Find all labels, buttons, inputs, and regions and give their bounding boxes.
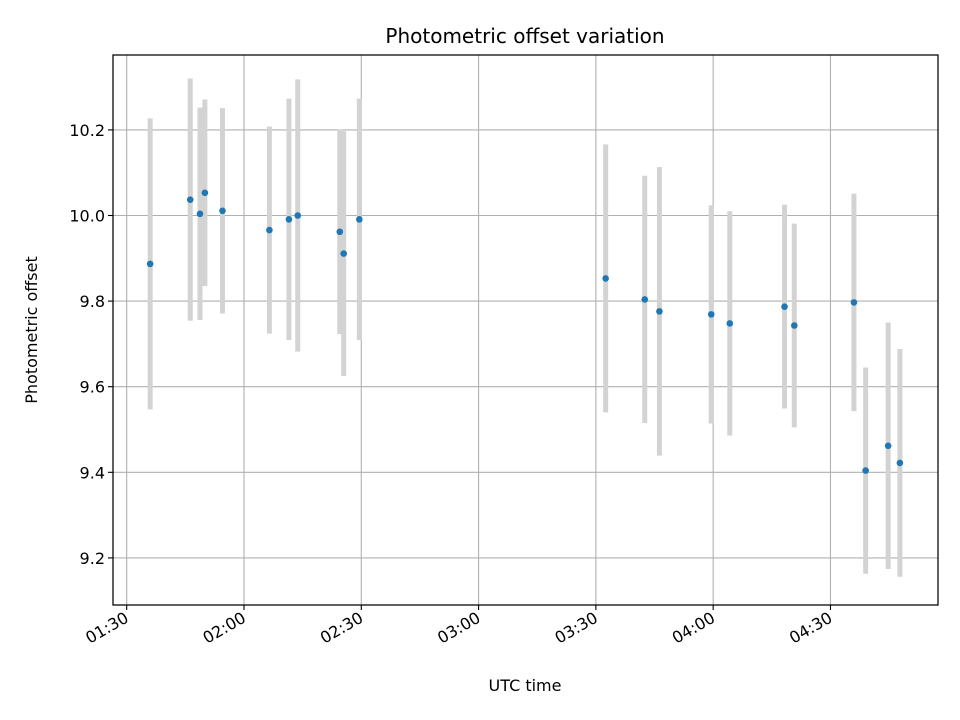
data-point [356, 216, 363, 223]
y-tick-label: 9.2 [80, 549, 105, 568]
plot-frame [112, 54, 939, 606]
data-point [285, 216, 293, 223]
data-point [266, 226, 273, 234]
y-tick-label: 9.8 [80, 292, 105, 311]
data-point [196, 210, 204, 218]
data-points [146, 189, 904, 474]
data-point [791, 322, 798, 329]
data-point [884, 442, 892, 450]
data-point [641, 296, 649, 303]
y-axis-label: Photometric offset [22, 256, 41, 404]
chart-title: Photometric offset variation [385, 24, 664, 48]
x-axis-label: UTC time [489, 676, 562, 695]
data-point [602, 275, 609, 282]
y-axis-ticks: 9.2 9.4 9.6 9.8 10.0 10.2 [69, 121, 113, 568]
data-point [850, 299, 858, 306]
data-point [336, 228, 344, 236]
y-tick-label: 10.2 [69, 121, 105, 140]
data-point [781, 303, 788, 310]
data-point [656, 308, 663, 315]
data-point [186, 196, 194, 203]
data-point [340, 250, 347, 257]
data-point [707, 311, 715, 318]
data-point [201, 189, 209, 197]
data-point [219, 207, 226, 215]
data-point [726, 320, 734, 327]
data-point [146, 260, 154, 268]
y-tick-label: 9.4 [80, 463, 105, 482]
y-tick-label: 10.0 [69, 207, 105, 226]
data-point [294, 212, 302, 219]
data-point [862, 467, 869, 474]
data-point [896, 459, 904, 467]
y-tick-label: 9.6 [80, 378, 105, 397]
